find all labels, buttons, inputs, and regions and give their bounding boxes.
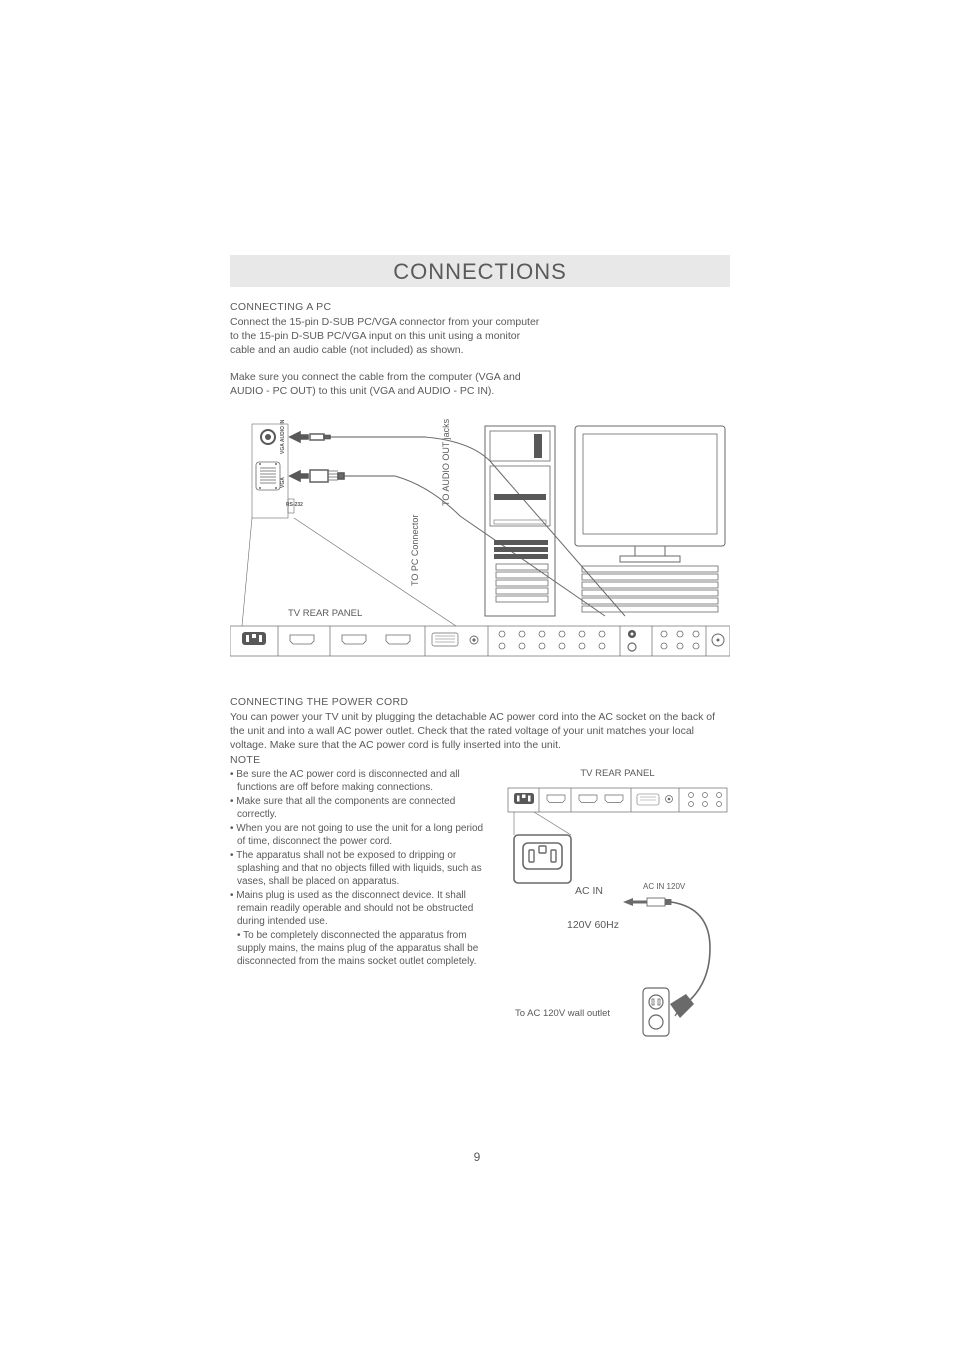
paragraph: You can power your TV unit by plugging t…	[230, 710, 730, 753]
diagram-label: TO PC Connector	[410, 514, 420, 585]
power-diagram: TV REAR PANEL	[505, 768, 730, 1058]
paragraph: Make sure you connect the cable from the…	[230, 370, 540, 398]
page-number: 9	[0, 1150, 954, 1164]
label-outlet: To AC 120V wall outlet	[515, 1008, 610, 1019]
label-acin120: AC IN 120V	[643, 882, 686, 891]
label-acin: AC IN	[575, 885, 603, 897]
title-bar: CONNECTIONS	[230, 255, 730, 287]
section-heading: CONNECTING A PC	[230, 301, 730, 313]
note-item: When you are not going to use the unit f…	[230, 822, 487, 848]
page-content: CONNECTIONS CONNECTING A PC Connect the …	[230, 255, 730, 1058]
wall-plug-icon	[643, 988, 694, 1036]
port-label: VGA AUDIO IN	[280, 420, 286, 454]
note-item: Make sure that all the components are co…	[230, 795, 487, 821]
diagram-label: TO AUDIO OUT jacks	[441, 419, 451, 506]
port-label: RS-232	[286, 502, 303, 508]
note-item: The apparatus shall not be exposed to dr…	[230, 849, 487, 888]
section-heading: CONNECTING THE POWER CORD	[230, 696, 730, 708]
diagram-label: TV REAR PANEL	[288, 608, 362, 619]
rear-panel-strip	[230, 626, 730, 656]
notes-list: Be sure the AC power cord is disconnecte…	[230, 768, 487, 968]
diagram-svg	[230, 416, 730, 676]
diagram-pc-connection: TO AUDIO OUT jacks TO PC Connector TV RE…	[230, 416, 730, 676]
diagram-svg: AC IN AC IN 120V 120V 60Hz To AC 120V wa…	[505, 783, 730, 1053]
note-item: Mains plug is used as the disconnect dev…	[230, 889, 487, 928]
section-power-cord: CONNECTING THE POWER CORD You can power …	[230, 696, 730, 1059]
pc-tower-icon	[485, 426, 555, 616]
note-item: To be completely disconnected the appara…	[230, 929, 487, 968]
section-connecting-pc: CONNECTING A PC Connect the 15-pin D-SUB…	[230, 301, 730, 676]
diagram-label: TV REAR PANEL	[505, 768, 730, 779]
label-freq: 120V 60Hz	[567, 919, 619, 931]
note-label: NOTE	[230, 754, 730, 766]
paragraph: Connect the 15-pin D-SUB PC/VGA connecto…	[230, 315, 540, 358]
port-label: VGA	[280, 477, 286, 488]
note-item: Be sure the AC power cord is disconnecte…	[230, 768, 487, 794]
notes-column: Be sure the AC power cord is disconnecte…	[230, 768, 487, 1058]
page-title: CONNECTIONS	[230, 259, 730, 285]
